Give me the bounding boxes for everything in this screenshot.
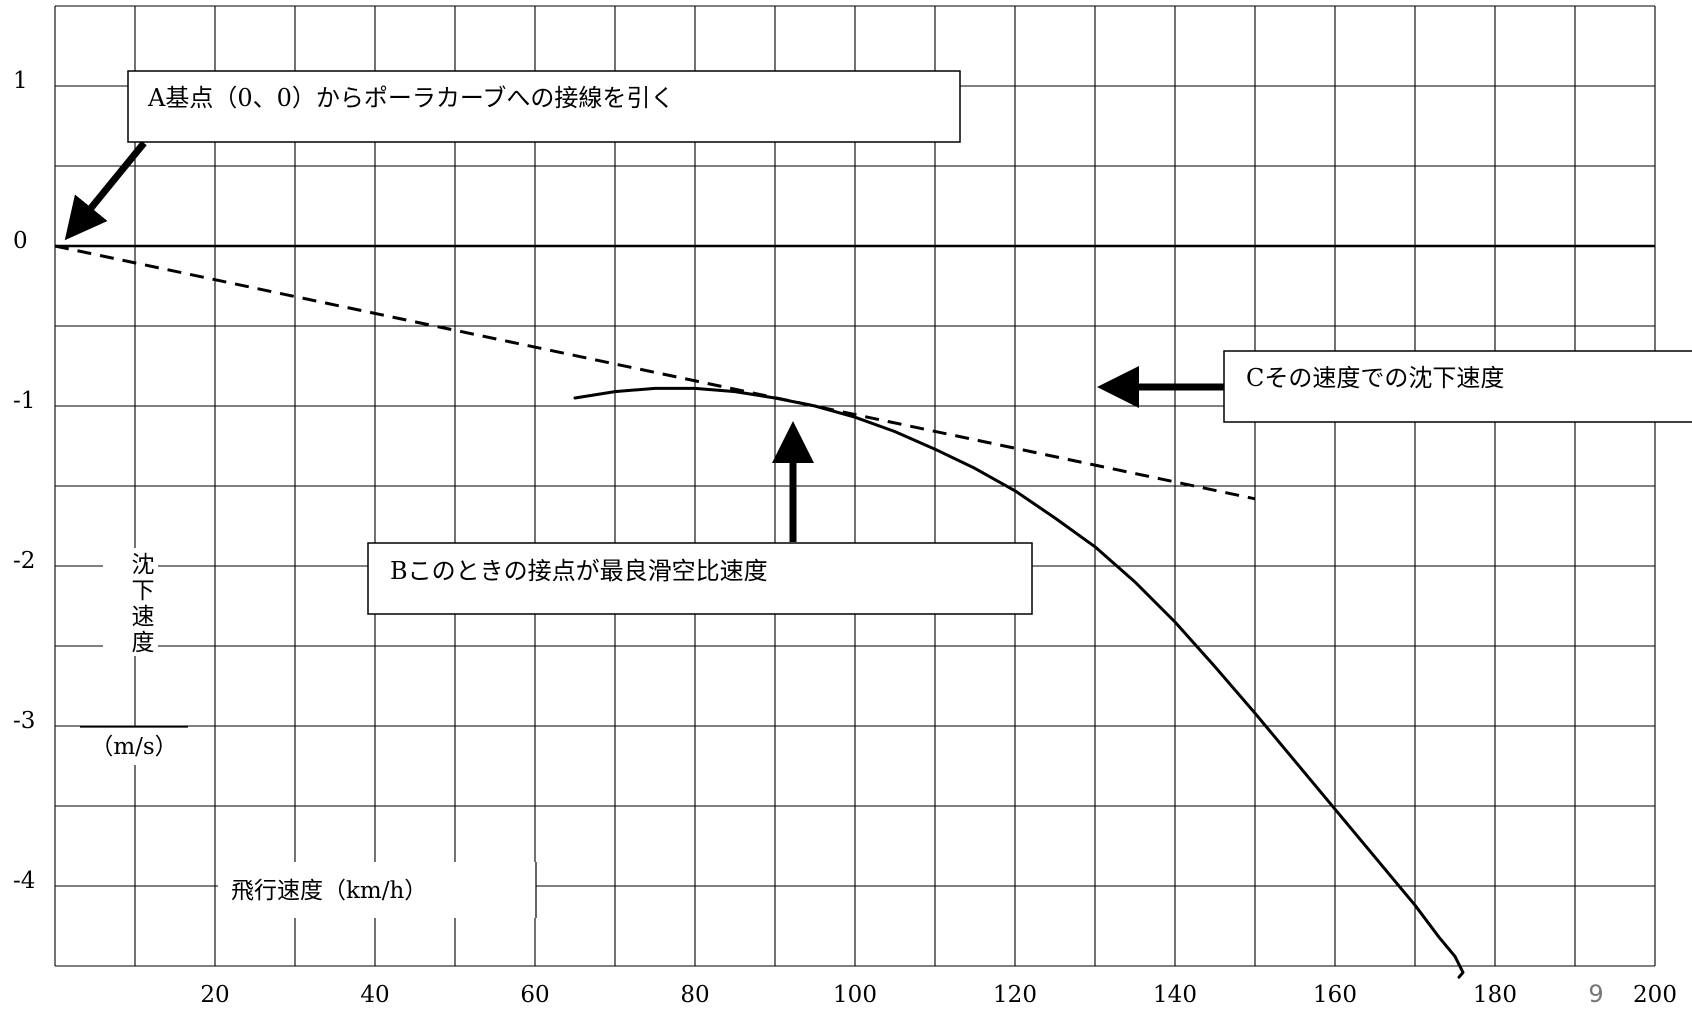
x-axis-label: 飛行速度（km/h） bbox=[231, 878, 427, 904]
ylabel-char: 沈 bbox=[132, 552, 155, 578]
y-axis-label: 沈 下 速 度 bbox=[132, 552, 155, 656]
x-tick-label: 20 bbox=[200, 982, 229, 1008]
x-tick-label: 80 bbox=[680, 982, 709, 1008]
x-tick-label: 120 bbox=[993, 982, 1037, 1008]
y-tick-label: -3 bbox=[13, 708, 35, 734]
annotation-a-text: A基点（0、0）からポーラカーブへの接線を引く bbox=[147, 84, 674, 112]
x-tick-label: 100 bbox=[833, 982, 877, 1008]
arrow-a bbox=[78, 143, 144, 224]
y-tick-label: 0 bbox=[13, 228, 28, 254]
page-number: 9 bbox=[1588, 980, 1603, 1008]
grid bbox=[55, 6, 1655, 966]
x-tick-label: 180 bbox=[1473, 982, 1517, 1008]
tangent-line bbox=[55, 246, 1255, 499]
y-tick-label: -2 bbox=[13, 548, 35, 574]
y-tick-label: -4 bbox=[13, 868, 35, 894]
polar-curve bbox=[575, 388, 1463, 977]
x-tick-label: 60 bbox=[520, 982, 549, 1008]
annotation-b-text: Bこのときの接点が最良滑空比速度 bbox=[390, 557, 768, 585]
x-tick-label: 140 bbox=[1153, 982, 1197, 1008]
ylabel-char: 下 bbox=[132, 578, 155, 604]
ylabel-char: 速 bbox=[132, 604, 155, 630]
ylabel-char: 度 bbox=[132, 630, 155, 656]
annotation-c-text: Cその速度での沈下速度 bbox=[1246, 364, 1504, 392]
x-tick-label: 40 bbox=[360, 982, 389, 1008]
x-tick-label: 160 bbox=[1313, 982, 1357, 1008]
y-tick-label: -1 bbox=[13, 388, 35, 414]
y-axis-unit: （m/s） bbox=[90, 734, 177, 760]
y-tick-label: 1 bbox=[13, 68, 28, 94]
x-tick-label: 200 bbox=[1633, 982, 1677, 1008]
